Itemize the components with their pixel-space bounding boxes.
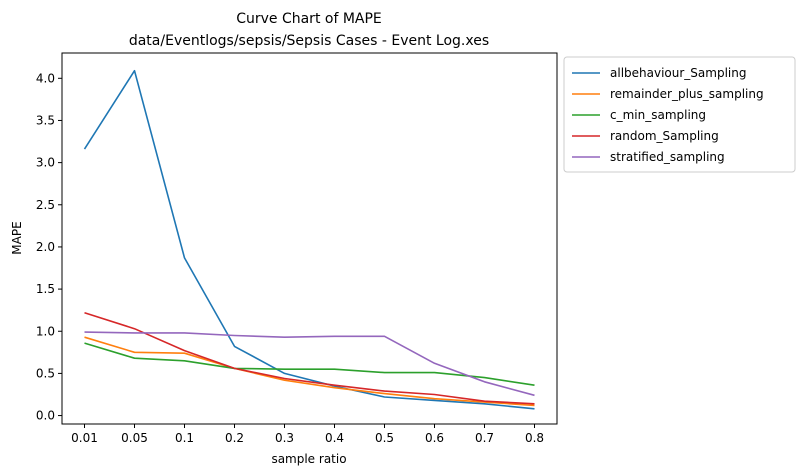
series-line-stratified_sampling [84,331,535,397]
y-tick-label: 3.5 [36,113,55,127]
legend-label: allbehaviour_Sampling [610,66,746,80]
legend-box [563,56,796,173]
legend-label: random_Sampling [610,129,719,143]
x-tick-label: 0.2 [225,431,244,445]
x-tick-label: 0.7 [475,431,494,445]
chart-title: Curve Chart of MAPE [236,11,382,27]
x-axis-label: sample ratio [271,452,346,466]
x-tick-label: 0.4 [325,431,344,445]
legend-label: c_min_sampling [610,108,706,122]
y-axis-label: MAPE [10,221,24,254]
y-tick-label: 2.0 [36,240,55,254]
x-tick-label: 0.6 [425,431,444,445]
series-line-allbehaviour_Sampling [83,69,535,410]
y-axis: 0.0 0.5 1.0 1.5 2.0 2.5 3.0 3.5 4.0 [36,71,62,423]
legend-label: remainder_plus_sampling [610,87,764,101]
plot-area [83,69,535,410]
y-tick-label: 0.5 [36,366,55,380]
x-axis: 0.01 0.05 0.1 0.2 0.3 0.4 0.5 0.6 0.7 0.8 [71,424,544,445]
plot-frame [61,52,558,425]
legend: allbehaviour_Sampling remainder_plus_samp… [563,56,796,173]
series-line-c_min_sampling [84,342,535,386]
y-tick-label: 0.0 [36,409,55,423]
y-tick-label: 4.0 [36,71,55,85]
x-tick-label: 0.1 [175,431,194,445]
x-tick-label: 0.3 [275,431,294,445]
x-tick-label: 0.01 [71,431,98,445]
y-tick-label: 3.0 [36,156,55,170]
x-tick-label: 0.8 [525,431,544,445]
legend-label: stratified_sampling [610,150,725,164]
x-tick-label: 0.05 [121,431,148,445]
y-tick-label: 1.0 [36,324,55,338]
chart-subtitle: data/Eventlogs/sepsis/Sepsis Cases - Eve… [129,33,489,49]
series-line-random_Sampling [84,311,535,405]
x-tick-label: 0.5 [375,431,394,445]
y-tick-label: 2.5 [36,198,55,212]
series-line-remainder_plus_sampling [84,336,535,407]
y-tick-label: 1.5 [36,282,55,296]
